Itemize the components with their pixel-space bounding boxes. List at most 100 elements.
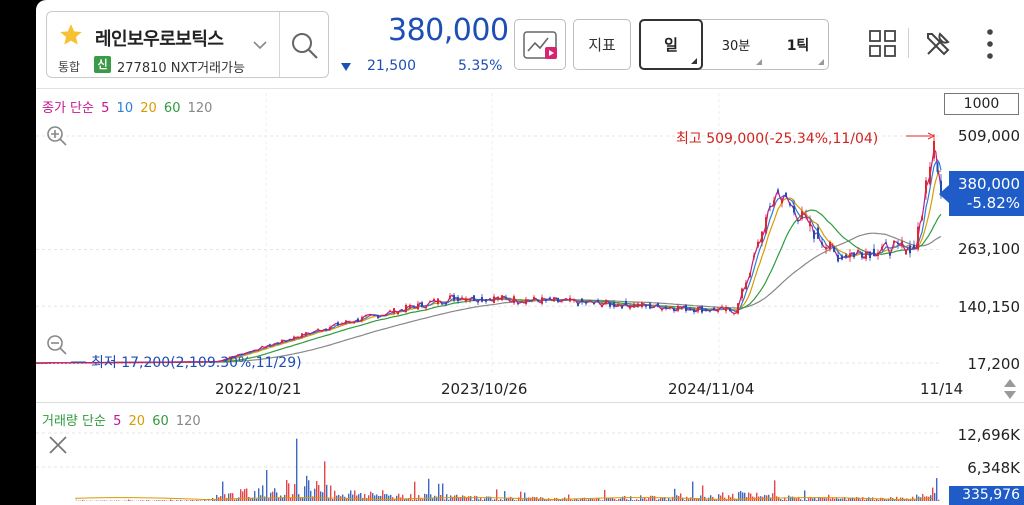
- volume-bar: [502, 500, 504, 501]
- volume-bar: [682, 497, 684, 501]
- candle-body: [733, 312, 735, 314]
- volume-bar: [468, 496, 470, 501]
- close-icon[interactable]: [48, 435, 68, 459]
- volume-bar: [680, 493, 682, 501]
- candle-body: [129, 362, 131, 364]
- volume-bar: [390, 494, 392, 501]
- star-icon[interactable]: [57, 22, 85, 52]
- volume-bar: [810, 496, 812, 501]
- candle-body: [629, 305, 631, 309]
- candle-body: [625, 301, 627, 305]
- volume-bar: [630, 496, 632, 501]
- candle-body: [693, 309, 695, 313]
- zoom-out-icon[interactable]: [46, 334, 68, 360]
- volume-bar: [808, 498, 810, 501]
- volume-bar: [164, 500, 166, 501]
- volume-bar: [818, 496, 820, 501]
- ma5-line: [36, 148, 942, 364]
- volume-bar: [496, 489, 498, 501]
- volume-bar: [414, 481, 416, 501]
- candle-body: [881, 246, 883, 251]
- period-day-button[interactable]: 일: [639, 19, 703, 70]
- volume-chart[interactable]: [36, 403, 1024, 505]
- candle-body: [565, 298, 567, 300]
- volume-bar: [498, 500, 500, 501]
- volume-bar: [726, 499, 728, 501]
- volume-bar: [588, 499, 590, 501]
- volume-bar: [190, 500, 192, 501]
- volume-bar: [296, 438, 298, 501]
- candle-body: [305, 332, 307, 336]
- legend-ma120: 120: [175, 414, 201, 429]
- volume-bar: [424, 493, 426, 501]
- volume-bar: [416, 499, 418, 501]
- low-annotation: 최저 17,200(2,109.30%,11/29): [91, 355, 302, 371]
- grid-icon[interactable]: [869, 30, 896, 61]
- volume-bar: [372, 493, 374, 501]
- price-change-pct: 5.35%: [458, 58, 503, 74]
- volume-bar: [492, 499, 494, 501]
- candle-body: [769, 206, 771, 208]
- tools-icon[interactable]: [924, 30, 952, 62]
- candle-body: [609, 302, 611, 307]
- scale-box[interactable]: 1000: [944, 93, 1019, 115]
- candle-body: [101, 362, 103, 364]
- candle-body: [541, 297, 543, 304]
- candle-body: [177, 361, 179, 363]
- stock-selector[interactable]: 레인보우로보틱스 통합 신 277810 NXT거래가능: [46, 11, 329, 78]
- selector-divider: [279, 12, 280, 77]
- volume-bar: [754, 497, 756, 501]
- candle-body: [925, 180, 927, 194]
- candle-body: [441, 303, 443, 305]
- volume-bar: [474, 495, 476, 501]
- candle-body: [757, 241, 759, 247]
- candle-body: [73, 362, 75, 364]
- candle-body: [253, 350, 255, 352]
- zoom-in-icon[interactable]: [46, 125, 68, 151]
- corner-triangle-icon: [818, 59, 824, 65]
- search-icon[interactable]: [289, 30, 321, 66]
- candle-body: [265, 346, 267, 349]
- volume-bar: [226, 498, 228, 501]
- volume-bar: [606, 497, 608, 501]
- volume-bar: [822, 497, 824, 501]
- more-icon[interactable]: [986, 28, 994, 64]
- volume-bar: [776, 496, 778, 501]
- scroll-arrows-icon[interactable]: [1003, 378, 1017, 404]
- candle-body: [485, 299, 487, 302]
- volume-bar: [404, 499, 406, 501]
- volume-bar: [596, 498, 598, 501]
- price-chart[interactable]: [36, 88, 1024, 388]
- volume-bar: [376, 494, 378, 501]
- period-tick-button[interactable]: 1틱: [768, 20, 828, 69]
- candle-body: [293, 336, 295, 340]
- volume-bar: [464, 496, 466, 501]
- candle-body: [841, 255, 843, 260]
- volume-bar: [500, 499, 502, 501]
- volume-bar: [612, 497, 614, 501]
- volume-bar: [568, 494, 570, 501]
- volume-bar: [140, 500, 142, 501]
- volume-bar: [800, 499, 802, 501]
- volume-bar: [318, 485, 320, 501]
- volume-bar: [268, 498, 270, 501]
- chevron-down-icon[interactable]: [253, 35, 267, 54]
- price-ma-legend[interactable]: 종가 단순 5 10 20 60 120: [42, 97, 215, 116]
- candle-body: [581, 298, 583, 303]
- candle-body: [125, 362, 127, 364]
- candle-body: [37, 362, 39, 364]
- volume-bar: [910, 499, 912, 501]
- period-30min-button[interactable]: 30분: [706, 20, 766, 69]
- indicator-button[interactable]: 지표: [573, 19, 631, 70]
- volume-bar: [438, 483, 440, 501]
- candle-body: [597, 300, 599, 302]
- candle-body: [313, 331, 315, 333]
- candle-body: [457, 297, 459, 302]
- candle-body: [329, 327, 331, 330]
- volume-bar: [648, 498, 650, 501]
- volume-ma-legend[interactable]: 거래량 단순 5 20 60 120: [42, 410, 204, 429]
- candle-body: [165, 362, 167, 364]
- volume-bar: [660, 497, 662, 501]
- chart-play-button[interactable]: [514, 19, 566, 70]
- candle-body: [641, 302, 643, 308]
